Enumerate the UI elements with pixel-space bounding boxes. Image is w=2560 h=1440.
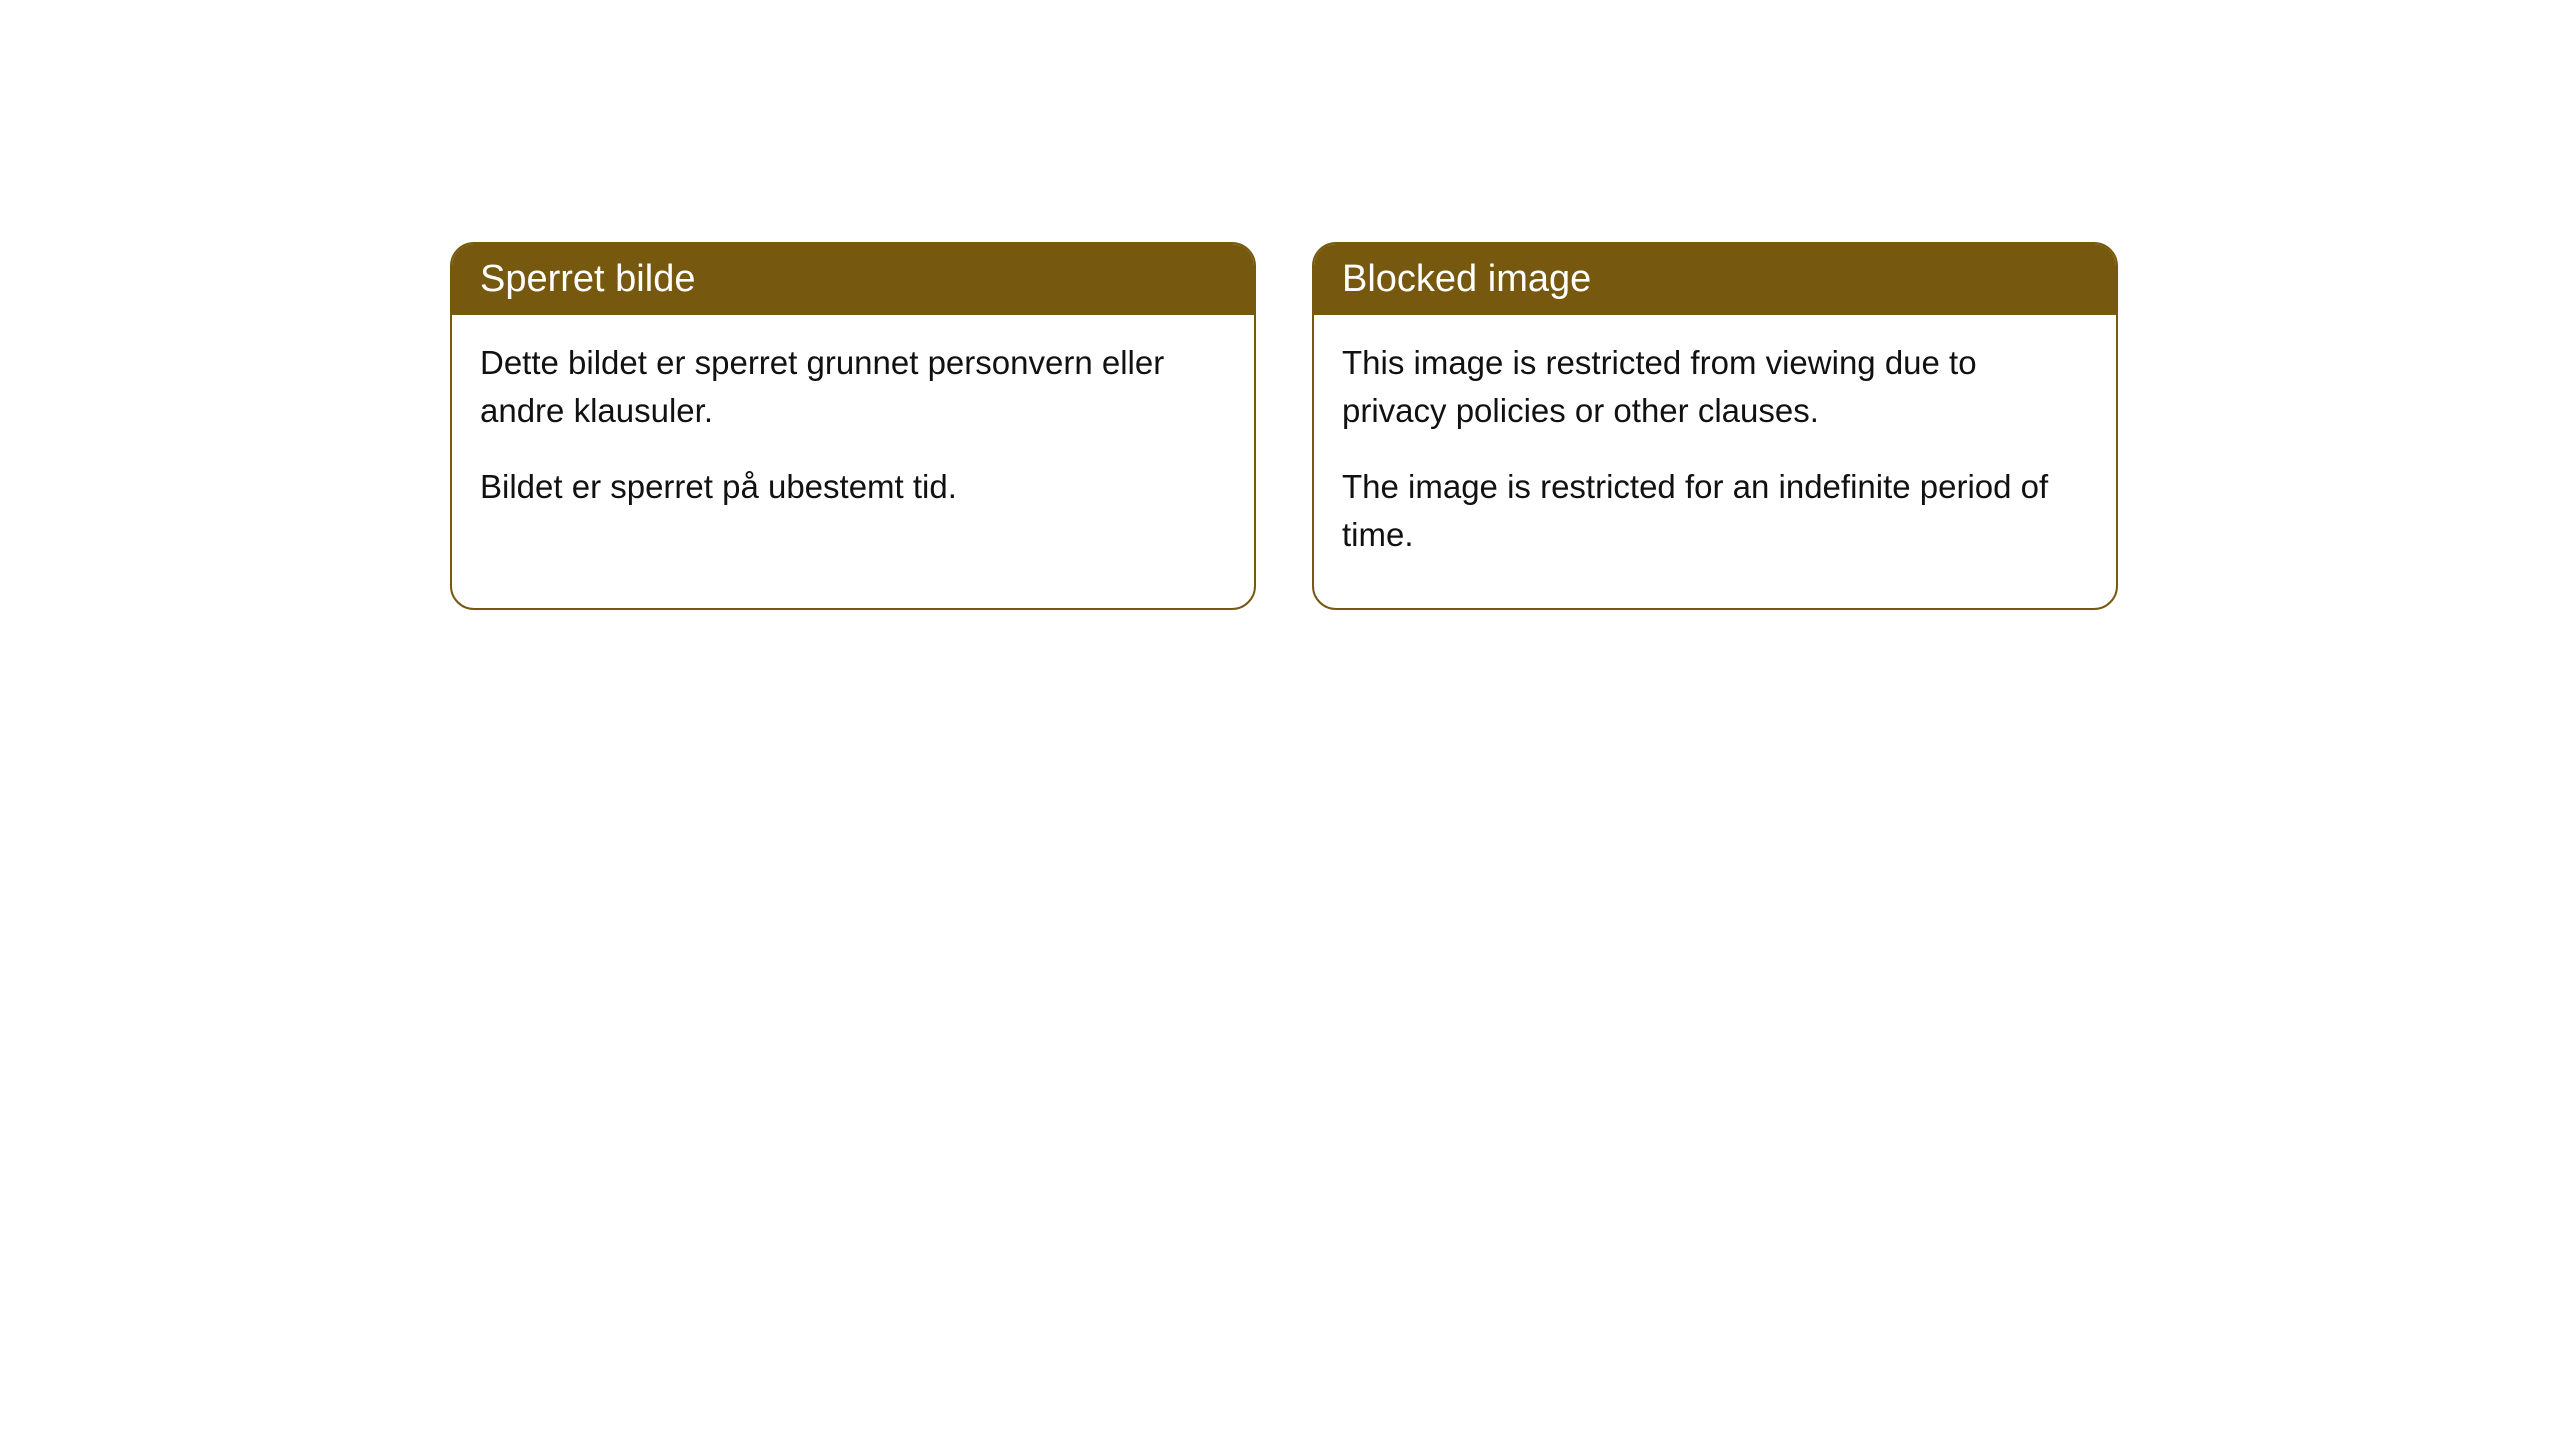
card-paragraph: Bildet er sperret på ubestemt tid. xyxy=(480,463,1226,511)
notice-card-norwegian: Sperret bilde Dette bildet er sperret gr… xyxy=(450,242,1256,610)
card-body: This image is restricted from viewing du… xyxy=(1314,315,2116,608)
notice-card-english: Blocked image This image is restricted f… xyxy=(1312,242,2118,610)
card-title: Blocked image xyxy=(1314,244,2116,315)
card-body: Dette bildet er sperret grunnet personve… xyxy=(452,315,1254,561)
card-paragraph: Dette bildet er sperret grunnet personve… xyxy=(480,339,1226,435)
card-title: Sperret bilde xyxy=(452,244,1254,315)
card-paragraph: This image is restricted from viewing du… xyxy=(1342,339,2088,435)
card-paragraph: The image is restricted for an indefinit… xyxy=(1342,463,2088,559)
notice-cards-container: Sperret bilde Dette bildet er sperret gr… xyxy=(450,242,2118,610)
